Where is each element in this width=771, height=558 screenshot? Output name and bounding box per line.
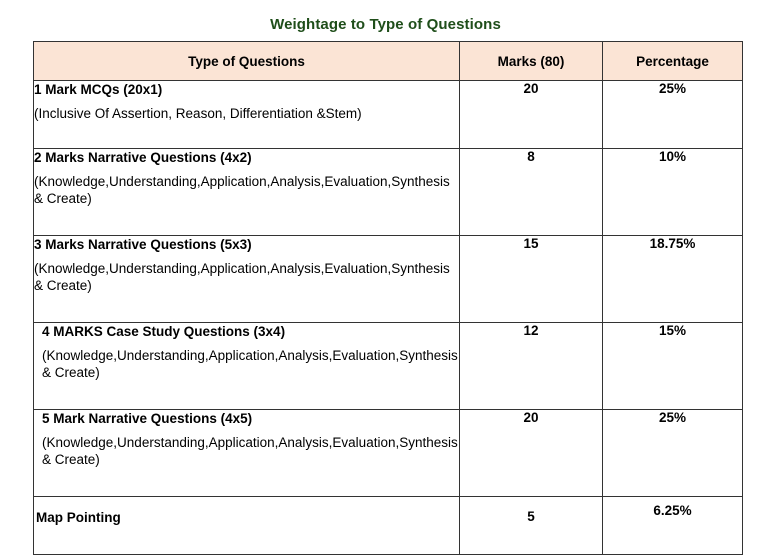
question-type-description: (Knowledge,Understanding,Application,Ana… (42, 435, 458, 467)
page-title: Weightage to Type of Questions (270, 16, 501, 33)
percentage-cell: 10% (602, 148, 743, 236)
header-marks: Marks (80) (459, 41, 603, 81)
percentage-cell: 25% (602, 409, 743, 497)
question-type-description: (Knowledge,Understanding,Application,Ana… (42, 348, 458, 380)
marks-cell: 8 (459, 148, 603, 236)
question-type-description: (Knowledge,Understanding,Application,Ana… (34, 174, 450, 206)
question-type-title: 5 Mark Narrative Questions (4x5) (42, 411, 253, 426)
percentage-cell: 15% (602, 322, 743, 410)
percentage-cell: 18.75% (602, 235, 743, 323)
table-row: 3 Marks Narrative Questions (5x3) (Knowl… (33, 235, 743, 323)
question-type-cell: Map Pointing (33, 496, 460, 555)
weightage-table: Type of Questions Marks (80) Percentage … (33, 41, 743, 555)
percentage-cell: 6.25% (602, 496, 743, 555)
question-type-cell: 2 Marks Narrative Questions (4x2) (Knowl… (33, 148, 460, 236)
question-type-title: 2 Marks Narrative Questions (4x2) (34, 150, 252, 165)
marks-cell: 12 (459, 322, 603, 410)
marks-cell: 5 (459, 496, 603, 555)
question-type-cell: 4 MARKS Case Study Questions (3x4) (Know… (33, 322, 460, 410)
question-type-title: 4 MARKS Case Study Questions (3x4) (42, 324, 286, 339)
question-type-cell: 5 Mark Narrative Questions (4x5) (Knowle… (33, 409, 460, 497)
percentage-cell: 25% (602, 80, 743, 149)
header-percentage: Percentage (602, 41, 743, 81)
question-type-description: (Knowledge,Understanding,Application,Ana… (34, 261, 450, 293)
table-row: 1 Mark MCQs (20x1) (Inclusive Of Asserti… (33, 80, 743, 149)
table-row: Map Pointing 5 6.25% (33, 496, 743, 555)
table-row: 4 MARKS Case Study Questions (3x4) (Know… (33, 322, 743, 410)
table-header-row: Type of Questions Marks (80) Percentage (33, 41, 743, 81)
question-type-title: Map Pointing (36, 510, 121, 525)
question-type-cell: 3 Marks Narrative Questions (5x3) (Knowl… (33, 235, 460, 323)
table-row: 5 Mark Narrative Questions (4x5) (Knowle… (33, 409, 743, 497)
question-type-title: 3 Marks Narrative Questions (5x3) (34, 237, 252, 252)
header-type-of-questions: Type of Questions (33, 41, 460, 81)
marks-cell: 20 (459, 409, 603, 497)
question-type-description: (Inclusive Of Assertion, Reason, Differe… (34, 106, 362, 121)
marks-cell: 15 (459, 235, 603, 323)
question-type-cell: 1 Mark MCQs (20x1) (Inclusive Of Asserti… (33, 80, 460, 149)
table-row: 2 Marks Narrative Questions (4x2) (Knowl… (33, 148, 743, 236)
question-type-title: 1 Mark MCQs (20x1) (34, 82, 163, 97)
marks-cell: 20 (459, 80, 603, 149)
